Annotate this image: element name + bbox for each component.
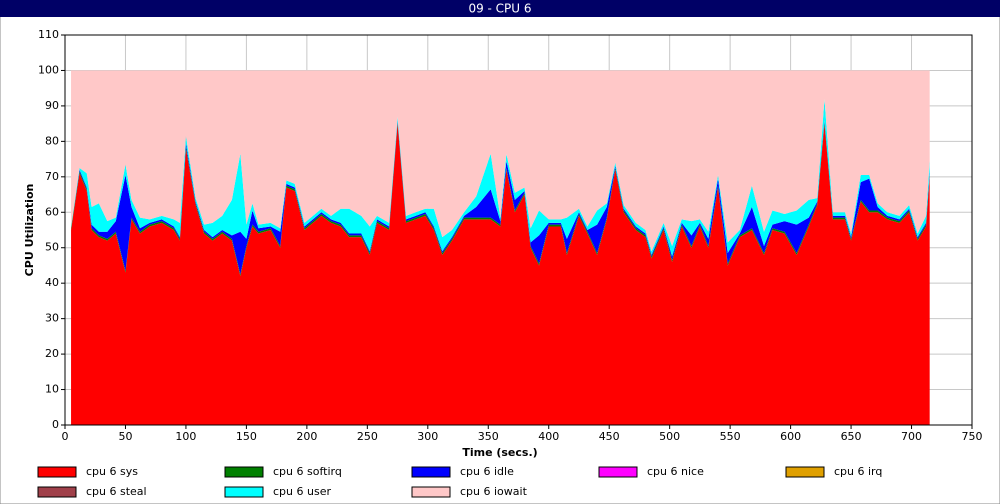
y-tick-label: 10 [45, 383, 59, 396]
y-tick-label: 110 [38, 28, 59, 41]
chart-title: 09 - CPU 6 [468, 2, 531, 16]
x-tick-label: 750 [962, 430, 983, 443]
legend-swatch [785, 466, 825, 478]
legend-label: cpu 6 nice [647, 465, 704, 478]
legend-label: cpu 6 sys [86, 465, 138, 478]
area [71, 70, 930, 252]
x-tick-label: 350 [478, 430, 499, 443]
legend-swatch [224, 466, 264, 478]
x-tick-label: 100 [175, 430, 196, 443]
legend-swatch [37, 486, 77, 498]
title-bar [0, 0, 1000, 17]
x-axis-title: Time (secs.) [462, 446, 537, 459]
x-tick-label: 450 [599, 430, 620, 443]
y-tick-label: 40 [45, 276, 59, 289]
legend-label: cpu 6 softirq [273, 465, 342, 478]
y-tick-label: 60 [45, 205, 59, 218]
y-tick-label: 0 [52, 418, 59, 431]
x-tick-label: 400 [538, 430, 559, 443]
legend-swatch [411, 466, 451, 478]
legend-label: cpu 6 idle [460, 465, 514, 478]
x-tick-label: 500 [659, 430, 680, 443]
x-tick-label: 200 [296, 430, 317, 443]
x-tick-label: 50 [118, 430, 132, 443]
y-tick-label: 80 [45, 134, 59, 147]
y-tick-label: 100 [38, 63, 59, 76]
x-tick-label: 250 [357, 430, 378, 443]
legend-swatch [37, 466, 77, 478]
legend-swatch [224, 486, 264, 498]
legend-label: cpu 6 steal [86, 485, 147, 498]
y-tick-label: 70 [45, 170, 59, 183]
x-tick-label: 300 [417, 430, 438, 443]
x-tick-label: 0 [62, 430, 69, 443]
x-tick-label: 150 [236, 430, 257, 443]
x-tick-label: 700 [901, 430, 922, 443]
x-tick-label: 650 [841, 430, 862, 443]
x-tick-label: 550 [720, 430, 741, 443]
legend-swatch [598, 466, 638, 478]
area [71, 123, 930, 426]
y-axis-title: CPU Utilization [23, 184, 36, 277]
legend-swatch [411, 486, 451, 498]
legend-label: cpu 6 iowait [460, 485, 528, 498]
y-tick-label: 30 [45, 312, 59, 325]
x-tick-label: 600 [780, 430, 801, 443]
y-tick-label: 20 [45, 347, 59, 360]
legend-label: cpu 6 irq [834, 465, 882, 478]
y-tick-label: 50 [45, 241, 59, 254]
plot-border [64, 34, 973, 426]
legend-label: cpu 6 user [273, 485, 331, 498]
y-tick-label: 90 [45, 99, 59, 112]
